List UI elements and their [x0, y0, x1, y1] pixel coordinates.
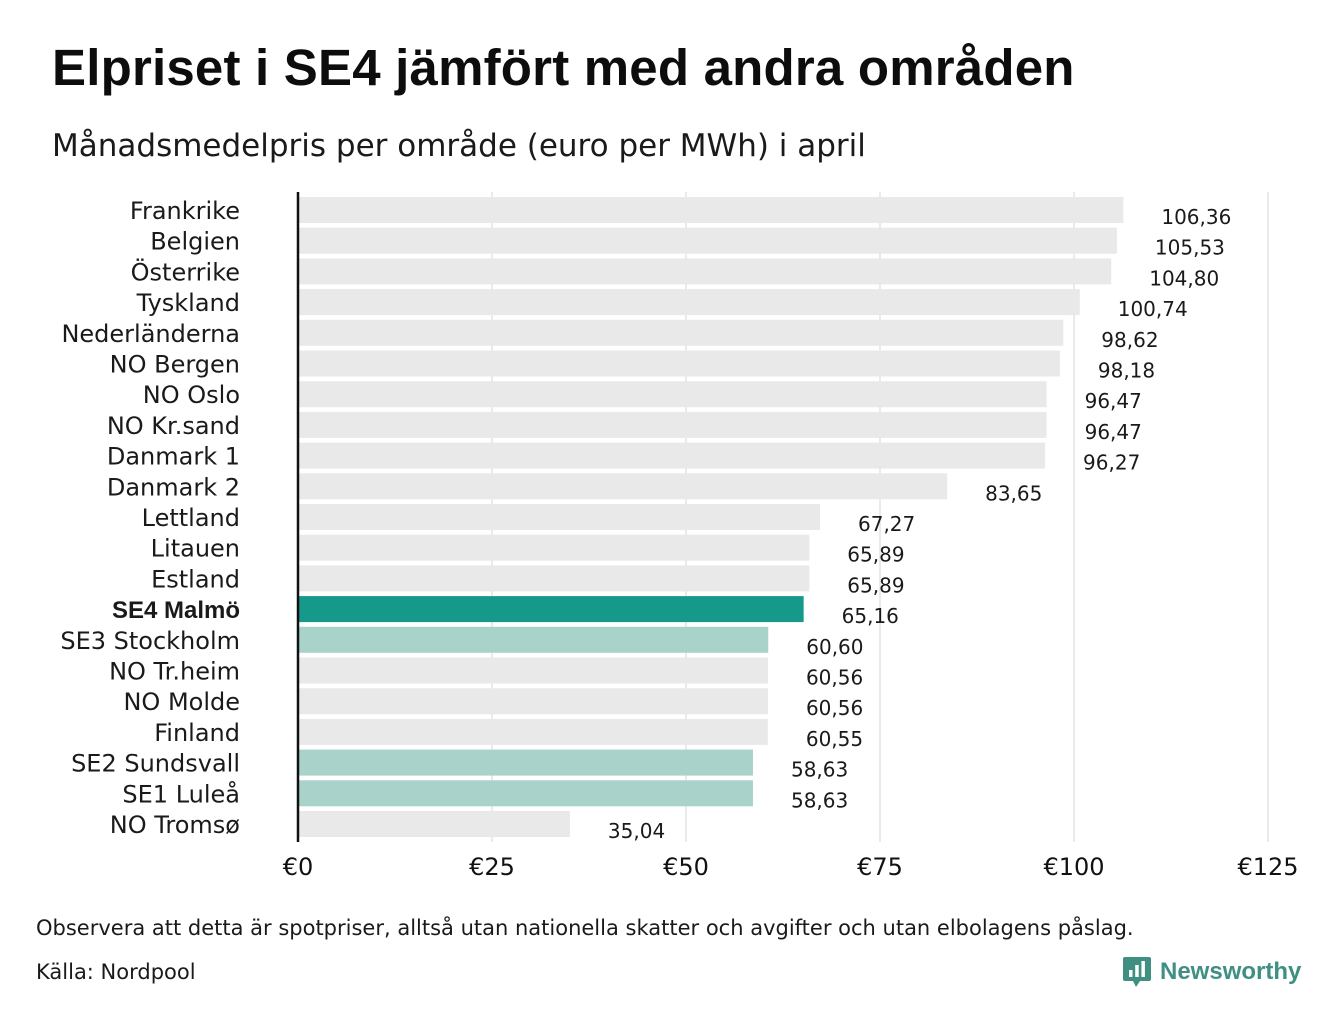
category-label: SE2 Sundsvall	[71, 750, 240, 778]
x-tick-label: €50	[663, 853, 709, 881]
x-tick-label: €0	[283, 853, 314, 881]
value-label: 35,04	[608, 819, 665, 843]
value-label: 65,89	[847, 543, 904, 567]
category-label: Belgien	[150, 228, 240, 256]
x-axis-ticks: €0 €25 €50 €75 €100 €125	[283, 853, 1299, 881]
category-label: Estland	[151, 565, 240, 593]
value-label: 58,63	[791, 788, 848, 812]
category-label: Frankrike	[130, 197, 240, 225]
x-tick-label: €25	[469, 853, 515, 881]
bar	[298, 657, 768, 684]
category-label: Österrike	[131, 257, 240, 286]
brand-name: Newsworthy	[1160, 958, 1302, 985]
category-label: NO Kr.sand	[107, 412, 240, 440]
value-label: 58,63	[791, 758, 848, 782]
bar	[298, 811, 570, 837]
bar	[298, 350, 1060, 377]
value-label: 100,74	[1118, 297, 1188, 321]
bar	[298, 411, 1047, 438]
value-label: 60,56	[806, 696, 863, 720]
x-tick-label: €125	[1237, 853, 1298, 881]
chart-subtitle: Månadsmedelpris per område (euro per MWh…	[52, 128, 866, 164]
category-label: SE1 Luleå	[122, 779, 240, 808]
x-tick-label: €75	[857, 853, 903, 881]
bar	[298, 473, 948, 500]
bar	[298, 227, 1117, 254]
value-label: 60,56	[806, 666, 863, 690]
category-label: NO Molde	[123, 688, 240, 716]
value-label: 65,89	[847, 573, 904, 597]
value-label: 105,53	[1155, 236, 1225, 260]
category-label: Finland	[154, 719, 240, 747]
bar	[298, 197, 1124, 223]
value-label: 98,18	[1098, 359, 1155, 383]
newsworthy-logo-icon	[1123, 957, 1151, 987]
value-label: 60,60	[806, 635, 863, 659]
category-label: NO Tromsø	[110, 811, 240, 839]
bar	[298, 504, 821, 530]
bars	[298, 197, 1124, 837]
bar	[298, 381, 1047, 408]
value-labels: 106,36 105,53 104,80 100,74 98,62 98,18 96,47 9…	[608, 205, 1231, 843]
source-note: Källa: Nordpool	[36, 960, 196, 984]
bar	[298, 749, 753, 776]
category-label: Lettland	[142, 504, 240, 532]
value-label: 106,36	[1161, 205, 1231, 229]
value-label: 60,55	[806, 727, 863, 751]
bar	[298, 534, 810, 561]
x-tick-label: €100	[1043, 853, 1104, 881]
footnote: Observera att detta är spotpriser, allts…	[36, 916, 1134, 940]
category-label: NO Oslo	[143, 381, 240, 409]
value-label: 96,47	[1085, 420, 1142, 444]
bar	[298, 442, 1046, 469]
bar	[298, 780, 753, 807]
value-label: 65,16	[842, 604, 899, 628]
category-label: Danmark 2	[107, 473, 240, 501]
bar	[298, 718, 768, 745]
bar	[298, 626, 769, 653]
value-label: 96,47	[1085, 389, 1142, 413]
category-label: Danmark 1	[107, 443, 240, 471]
category-label: NO Bergen	[110, 351, 240, 379]
bar	[298, 289, 1080, 316]
bar	[298, 258, 1112, 285]
category-label: SE4 Malmö	[112, 597, 240, 624]
value-label: 96,27	[1083, 451, 1140, 475]
value-label: 104,80	[1149, 266, 1219, 290]
bar	[298, 565, 810, 592]
category-label: NO Tr.heim	[109, 658, 240, 686]
category-label: Tyskland	[136, 289, 240, 317]
category-label: SE3 Stockholm	[60, 627, 240, 655]
bar	[298, 596, 804, 623]
value-label: 98,62	[1101, 328, 1158, 352]
category-label: Litauen	[151, 535, 240, 563]
brand-logo: Newsworthy	[1122, 955, 1301, 989]
bar	[298, 319, 1064, 346]
category-label: Nederländerna	[61, 320, 240, 348]
bar	[298, 688, 768, 715]
value-label: 67,27	[858, 512, 915, 536]
chart-title: Elpriset i SE4 jämfört med andra områden	[52, 39, 1075, 96]
value-label: 83,65	[985, 481, 1042, 505]
